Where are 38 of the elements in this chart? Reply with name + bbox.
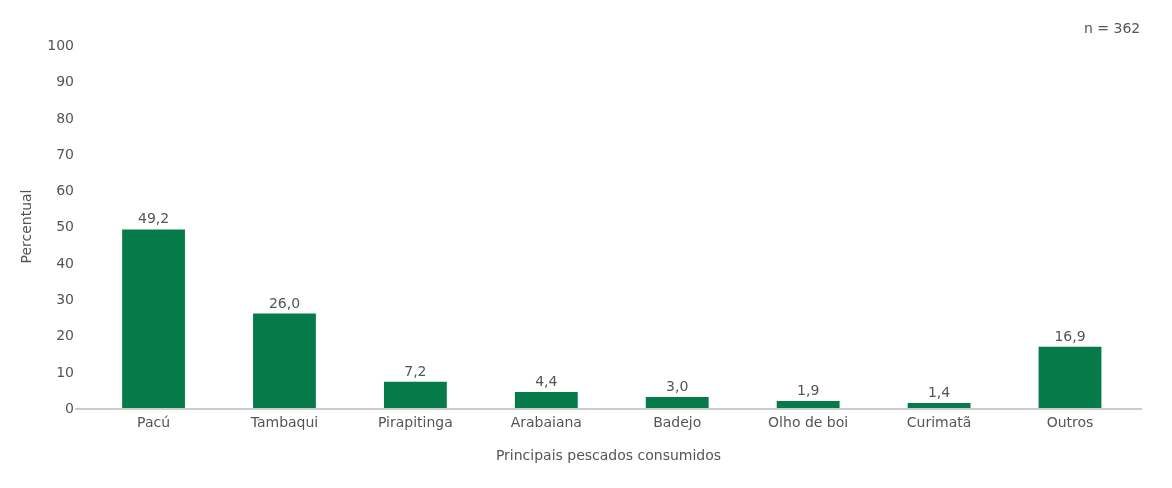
x-axis-title: Principais pescados consumidos bbox=[495, 447, 722, 464]
bar bbox=[383, 381, 447, 408]
bar bbox=[776, 401, 840, 408]
x-tick-label: Arabaiana bbox=[510, 413, 582, 430]
data-label: 7,2 bbox=[404, 362, 427, 379]
bar bbox=[253, 313, 316, 408]
y-tick-label: 30 bbox=[56, 291, 74, 307]
y-tick-label: 0 bbox=[65, 399, 74, 416]
y-tick-label: 100 bbox=[47, 36, 74, 53]
y-axis-title: Percentual bbox=[17, 189, 34, 264]
y-tick-label: 90 bbox=[56, 73, 74, 90]
data-label: 1,9 bbox=[797, 382, 820, 399]
y-tick-label: 80 bbox=[56, 109, 74, 126]
bar bbox=[514, 392, 578, 408]
x-tick-label: Olho de boi bbox=[768, 413, 849, 430]
text: n = 362 bbox=[1084, 20, 1141, 36]
y-tick-label: 70 bbox=[56, 145, 74, 162]
data-label: 26,0 bbox=[268, 294, 301, 311]
bar bbox=[1038, 346, 1102, 408]
data-label: 49,2 bbox=[137, 210, 170, 227]
y-tick-label: 10 bbox=[56, 363, 74, 380]
x-tick-label: Tambaqui bbox=[249, 413, 319, 430]
y-tick-label: 40 bbox=[56, 254, 74, 271]
y-tick-label: 60 bbox=[56, 182, 74, 199]
x-tick-label: Pacú bbox=[137, 413, 171, 430]
x-tick-label: Badejo bbox=[653, 413, 702, 430]
y-tick-label: 50 bbox=[56, 218, 74, 235]
x-tick-label: Pirapitinga bbox=[377, 413, 453, 430]
x-tick-label: Curimatã bbox=[906, 413, 972, 430]
data-label: 16,9 bbox=[1054, 327, 1086, 344]
data-label: 4,4 bbox=[535, 373, 558, 390]
data-label: 1,4 bbox=[927, 383, 951, 400]
x-tick-label: Outros bbox=[1046, 413, 1094, 430]
bar bbox=[907, 402, 971, 408]
bar bbox=[122, 229, 185, 408]
bar bbox=[645, 397, 709, 408]
y-tick-label: 20 bbox=[56, 327, 74, 344]
data-label: 3,0 bbox=[666, 378, 689, 395]
